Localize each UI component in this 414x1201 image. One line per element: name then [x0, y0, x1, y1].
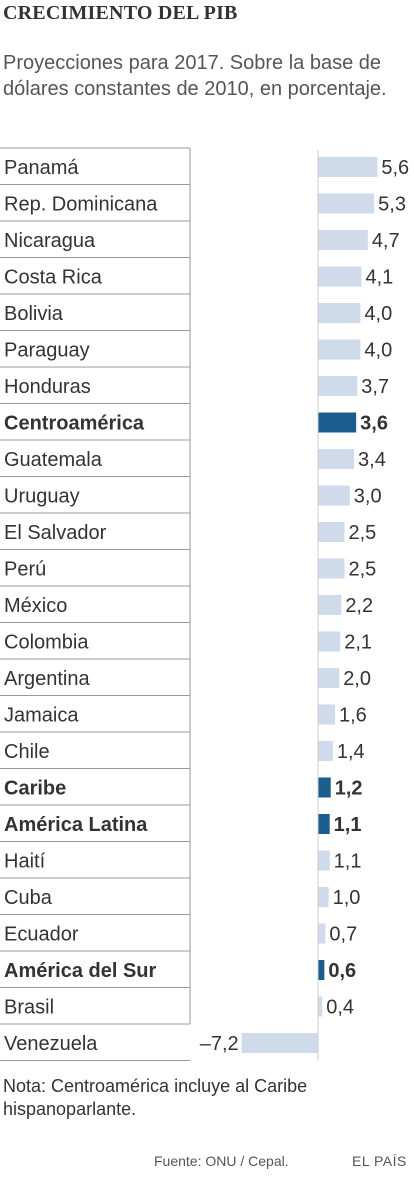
- category-label: Paraguay: [4, 340, 90, 362]
- bar: [318, 631, 341, 652]
- category-label: Honduras: [4, 376, 91, 398]
- value-label: 1,4: [337, 741, 365, 763]
- category-label: América del Sur: [4, 960, 157, 982]
- category-label: Costa Rica: [4, 267, 103, 289]
- bar: [318, 449, 355, 469]
- category-label: Bolivia: [4, 303, 64, 325]
- bar: [318, 230, 368, 250]
- category-label: Cuba: [4, 887, 53, 909]
- value-label: 0,7: [329, 924, 357, 946]
- category-label: Panamá: [4, 157, 79, 179]
- chart-title: CRECIMIENTO DEL PIB: [3, 2, 238, 24]
- value-label: 4,7: [372, 230, 400, 252]
- bar: [318, 558, 345, 579]
- value-label: 1,6: [339, 705, 367, 727]
- category-label: Colombia: [4, 632, 89, 654]
- value-label: 3,6: [360, 413, 388, 435]
- gdp-bar-chart: Panamá 5,6 Rep. Dominicana 5,3 Nicaragua 4,7 C…: [0, 147, 409, 1061]
- bar: [318, 668, 340, 688]
- bar: [318, 996, 323, 1017]
- value-label: 2,5: [349, 522, 377, 544]
- bar: [318, 193, 375, 214]
- bar: [318, 887, 329, 907]
- bar: [318, 850, 330, 871]
- bar: [318, 376, 358, 396]
- bar: [318, 412, 357, 433]
- category-label: Uruguay: [4, 486, 80, 508]
- value-label: –7,2: [200, 1033, 239, 1055]
- category-label: Jamaica: [4, 705, 79, 727]
- value-label: 4,1: [365, 267, 393, 289]
- category-label: El Salvador: [4, 522, 107, 544]
- value-label: 1,1: [334, 814, 362, 836]
- category-label: México: [4, 595, 67, 617]
- bar: [318, 777, 331, 798]
- value-label: 3,4: [358, 449, 386, 471]
- bar: [318, 923, 326, 944]
- value-label: 5,6: [381, 157, 409, 179]
- publisher-brand: EL PAÍS: [352, 1153, 407, 1169]
- bar: [318, 266, 362, 287]
- value-label: 2,0: [343, 668, 371, 690]
- category-label: Venezuela: [4, 1033, 98, 1055]
- value-label: 4,0: [364, 340, 392, 362]
- bar: [318, 595, 342, 615]
- bar: [318, 339, 361, 360]
- category-label: Centroamérica: [4, 413, 145, 435]
- bar: [318, 704, 335, 725]
- category-label: Nicaragua: [4, 230, 96, 252]
- bar: [318, 814, 330, 834]
- value-label: 2,2: [345, 595, 373, 617]
- category-label: Chile: [4, 741, 50, 763]
- category-label: Caribe: [4, 778, 66, 800]
- value-label: 2,5: [349, 559, 377, 581]
- chart-note: Nota: Centroamérica incluye al Caribe hi…: [3, 1076, 308, 1119]
- source-credit: Fuente: ONU / Cepal.: [154, 1153, 289, 1169]
- bar: [318, 303, 361, 323]
- value-label: 4,0: [364, 303, 392, 325]
- bar: [318, 741, 333, 761]
- value-label: 1,0: [333, 887, 361, 909]
- category-label: Argentina: [4, 668, 90, 690]
- value-label: 5,3: [378, 194, 406, 216]
- category-label: América Latina: [4, 814, 148, 836]
- value-label: 2,1: [344, 632, 372, 654]
- category-label: Brasil: [4, 997, 54, 1019]
- bar: [241, 1033, 318, 1053]
- category-label: Guatemala: [4, 449, 103, 471]
- bar: [318, 960, 325, 980]
- category-label: Haití: [4, 851, 46, 873]
- value-label: 3,7: [361, 376, 389, 398]
- bar: [318, 485, 350, 506]
- bar: [318, 157, 378, 177]
- value-label: 1,2: [335, 778, 363, 800]
- value-label: 3,0: [354, 486, 382, 508]
- value-label: 0,6: [328, 960, 356, 982]
- category-label: Perú: [4, 559, 46, 581]
- value-label: 0,4: [326, 997, 354, 1019]
- value-label: 1,1: [334, 851, 362, 873]
- bar: [318, 522, 345, 542]
- chart-subtitle: Proyecciones para 2017. Sobre la base de…: [3, 52, 387, 100]
- category-label: Ecuador: [4, 924, 79, 946]
- category-label: Rep. Dominicana: [4, 194, 158, 216]
